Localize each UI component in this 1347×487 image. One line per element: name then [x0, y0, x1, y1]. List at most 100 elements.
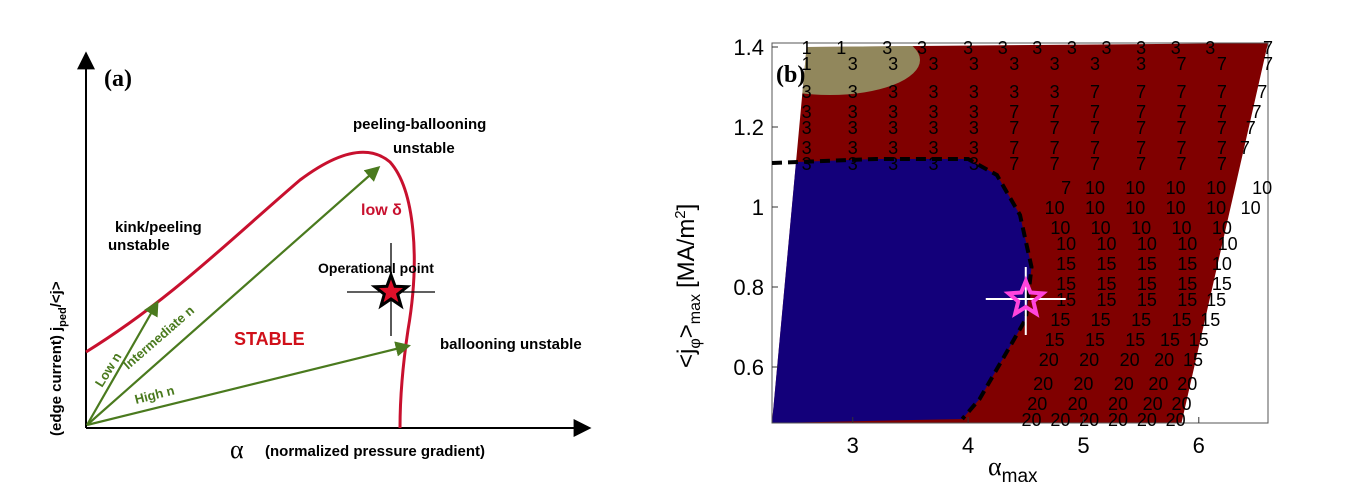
operating-point-marker: [985, 267, 1066, 335]
cell-label: 7: [1176, 102, 1186, 122]
cell-label: 3: [998, 38, 1008, 58]
y-tick-label: 1.4: [733, 35, 764, 60]
cell-label: 20: [1073, 374, 1093, 394]
cell-label: 7: [1061, 178, 1071, 198]
cell-label: 3: [969, 118, 979, 138]
cell-label: 15: [1200, 310, 1220, 330]
cell-label: 7: [1251, 102, 1261, 122]
plot-frame: [771, 42, 1269, 424]
cell-label: 10: [1125, 178, 1145, 198]
cell-label: 3: [802, 82, 812, 102]
cell-label: 15: [1056, 254, 1076, 274]
cell-label: 10: [1218, 234, 1238, 254]
cell-label: 3: [1009, 82, 1019, 102]
cell-label: 15: [1096, 290, 1116, 310]
y-tick-label: 1: [752, 195, 764, 220]
cell-label: 20: [1120, 350, 1140, 370]
cell-label: 7: [1136, 138, 1146, 158]
cell-label: 3: [1050, 82, 1060, 102]
cell-label: 7: [1009, 102, 1019, 122]
cell-label: 3: [917, 38, 927, 58]
panel-a-y-label: (edge current) jped/<j>: [48, 281, 69, 436]
panel-a-label: (a): [104, 66, 132, 92]
cell-label: 15: [1189, 330, 1209, 350]
cell-label: 3: [1136, 38, 1146, 58]
cell-label: 10: [1085, 178, 1105, 198]
cell-label: 15: [1085, 330, 1105, 350]
cell-label: 3: [969, 54, 979, 74]
cell-label: 7: [1090, 102, 1100, 122]
cell-label: 15: [1206, 290, 1226, 310]
cell-label: 7: [1217, 54, 1227, 74]
cell-label: 20: [1050, 410, 1070, 430]
cell-label: 1: [836, 38, 846, 58]
cell-label: 3: [1067, 38, 1077, 58]
cell-label: 10: [1045, 198, 1065, 218]
cell-label: 20: [1039, 350, 1059, 370]
cell-label: 3: [888, 118, 898, 138]
cell-label: 7: [1217, 154, 1227, 174]
cell-label: 3: [848, 82, 858, 102]
cell-label: 3: [802, 138, 812, 158]
cell-label: 10: [1206, 198, 1226, 218]
cell-label: 7: [1050, 138, 1060, 158]
cell-label: 20: [1148, 374, 1168, 394]
cell-label: 20: [1177, 374, 1197, 394]
cell-label: 15: [1177, 290, 1197, 310]
x-tick-label: 4: [962, 433, 974, 458]
cell-label: 7: [1090, 154, 1100, 174]
operational-point-marker: [347, 243, 435, 336]
panel-b-x-label: αmax: [988, 452, 1038, 487]
cell-label: 15: [1096, 254, 1116, 274]
cell-label: 15: [1045, 330, 1065, 350]
cell-label: 7: [1263, 54, 1273, 74]
cell-label: 7: [1176, 82, 1186, 102]
cell-label: 10: [1050, 218, 1070, 238]
cell-label: 3: [848, 138, 858, 158]
cell-label: 3: [969, 102, 979, 122]
cell-label: 7: [1009, 154, 1019, 174]
x-ticks: 3 4 5 6: [847, 417, 1205, 458]
panel-a: (a) Low n Intermediate n High n kink/pee…: [48, 51, 592, 464]
cell-label: 7: [1176, 118, 1186, 138]
cell-label: 10: [1096, 234, 1116, 254]
cell-label: 7: [1263, 38, 1273, 58]
cell-label: 3: [888, 154, 898, 174]
cell-label: 20: [1108, 410, 1128, 430]
cell-label: 3: [969, 138, 979, 158]
stability-boundary-curve: [85, 150, 416, 429]
cell-label: 15: [1137, 290, 1157, 310]
cell-label: 3: [848, 54, 858, 74]
cell-label: 20: [1108, 394, 1128, 414]
cell-label: 3: [1136, 54, 1146, 74]
region-stable: STABLE: [234, 329, 305, 349]
cell-label: 3: [848, 118, 858, 138]
y-tick-label: 1.2: [733, 115, 764, 140]
cell-label: 15: [1177, 254, 1197, 274]
arrow-high-n: [86, 341, 411, 427]
cell-label: 3: [928, 138, 938, 158]
cell-label: 10: [1252, 178, 1272, 198]
cell-label: 7: [1009, 138, 1019, 158]
cell-label: 15: [1177, 274, 1197, 294]
cell-label: 7: [1257, 82, 1267, 102]
cell-label: 15: [1137, 254, 1157, 274]
cell-label: 20: [1033, 374, 1053, 394]
panel-b-y-label: <jφ>max[MA/m2]: [672, 204, 704, 368]
cell-label: 10: [1166, 198, 1186, 218]
cell-label: 3: [802, 102, 812, 122]
y-tick-label: 0.8: [733, 275, 764, 300]
cell-label: 10: [1125, 198, 1145, 218]
cell-labels: 1 1 3 3 3 3 3 3 3 3 3 3 71 3 3 3 3 3 3 3 3 7 7 73 3 3 3 3 3 3 7 7 7 7 73 3 3…: [802, 38, 1273, 430]
cell-label: 7: [1136, 118, 1146, 138]
cell-label: 3: [802, 118, 812, 138]
cell-label: 15: [1096, 274, 1116, 294]
cell-label: 10: [1212, 254, 1232, 274]
region-kink-line2: unstable: [108, 237, 170, 254]
cell-label: 15: [1171, 310, 1191, 330]
panel-b-label: (b): [776, 62, 805, 88]
cell-label: 20: [1068, 394, 1088, 414]
cell-label: 3: [928, 118, 938, 138]
cell-label: 15: [1125, 330, 1145, 350]
